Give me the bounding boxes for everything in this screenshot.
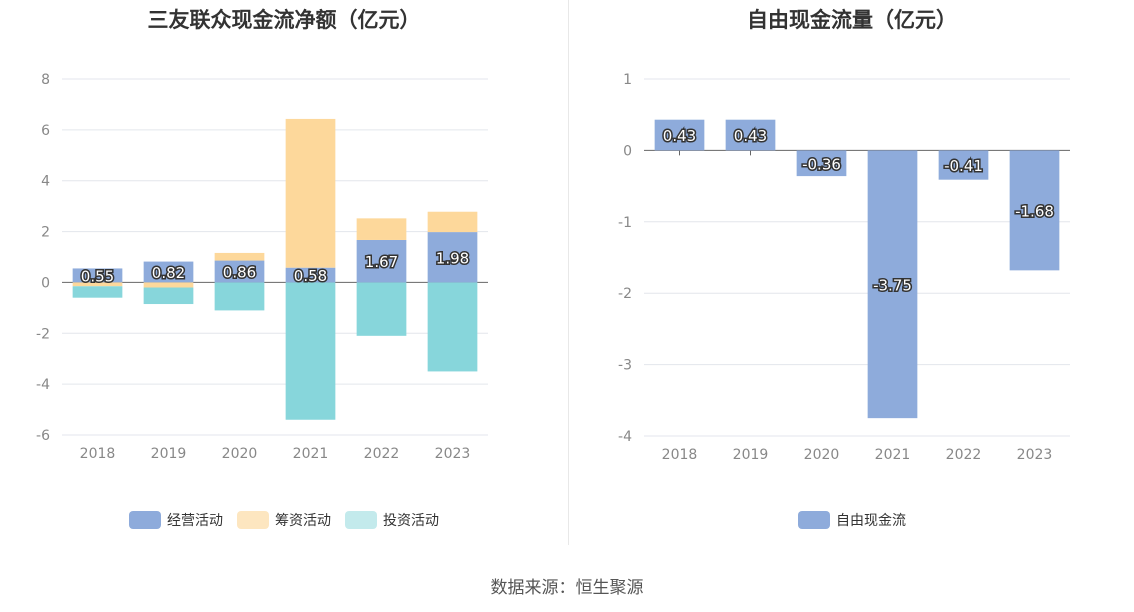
- x-tick-label: 2019: [733, 447, 769, 463]
- bar-投资活动: [143, 287, 194, 305]
- chart-title: 三友联众现金流净额（亿元）: [147, 8, 421, 32]
- bar-投资活动: [427, 282, 478, 372]
- data-label: 1.98: [436, 249, 469, 267]
- cash-flow-net-chart: 三友联众现金流净额（亿元） 8 6 4 2 0 -2 -4 -6 2018 0.55 2019 0.8…: [0, 0, 568, 560]
- bar-投资活动: [214, 282, 265, 311]
- cash-flow-net-plot: 8 6 4 2 0 -2 -4 -6 2018 0.55 2019 0.82 2020 0.86 2021 0…: [36, 72, 488, 462]
- legend-item-financing[interactable]: 筹资活动: [237, 510, 331, 530]
- x-tick-label: 2022: [946, 447, 982, 463]
- data-label: -1.68: [1015, 202, 1054, 220]
- bar-经营活动: [214, 260, 265, 283]
- bar-投资活动: [356, 282, 407, 336]
- bar-经营活动: [356, 239, 407, 283]
- data-label: 0.58: [294, 267, 327, 285]
- free-cash-flow-plot: 1 0 -1 -2 -3 -4 2018 0.43 2019 0.43 2020 -0.36 2021 -…: [618, 72, 1070, 463]
- y-tick-label: 8: [41, 72, 50, 88]
- legend-item-investing[interactable]: 投资活动: [345, 510, 439, 530]
- bar-经营活动: [285, 267, 336, 283]
- y-tick-label: 0: [623, 143, 632, 159]
- legend-label: 筹资活动: [275, 513, 331, 529]
- bar-投资活动: [72, 286, 123, 298]
- legend-item-free-cash-flow[interactable]: 自由现金流: [798, 510, 906, 530]
- chart-title: 自由现金流量（亿元）: [747, 8, 957, 32]
- chart-legend: 自由现金流: [570, 510, 1134, 530]
- legend-swatch: [345, 511, 377, 529]
- bar-经营活动: [427, 232, 478, 283]
- y-tick-label: 4: [41, 174, 50, 190]
- bar-投资活动: [285, 282, 336, 420]
- y-tick-label: -4: [618, 429, 632, 445]
- y-tick-label: -2: [618, 286, 632, 302]
- bar-自由现金流: [1009, 150, 1060, 271]
- data-label: 0.82: [152, 264, 185, 282]
- legend-label: 经营活动: [167, 513, 223, 529]
- data-source: 数据来源：恒生聚源: [490, 578, 644, 598]
- x-tick-label: 2022: [364, 446, 400, 462]
- data-label: 0.86: [223, 263, 256, 281]
- data-label: 0.43: [734, 127, 767, 145]
- free-cash-flow-chart: 自由现金流量（亿元） 1 0 -1 -2 -3 -4 2018 0.43 2019 0.43 202…: [570, 0, 1134, 560]
- data-label: -0.36: [802, 155, 841, 173]
- legend-swatch: [798, 511, 830, 529]
- y-tick-label: 2: [41, 225, 50, 241]
- x-tick-label: 2019: [151, 446, 187, 462]
- bar-筹资活动: [356, 218, 407, 240]
- bar-筹资活动: [143, 282, 194, 288]
- y-tick-label: -1: [618, 215, 632, 231]
- x-tick-label: 2020: [222, 446, 258, 462]
- legend-item-operating[interactable]: 经营活动: [129, 510, 223, 530]
- y-tick-label: -3: [618, 358, 632, 374]
- y-tick-label: 0: [41, 275, 50, 291]
- x-tick-label: 2023: [435, 446, 471, 462]
- legend-swatch: [129, 511, 161, 529]
- bar-自由现金流: [938, 150, 989, 180]
- bar-自由现金流: [867, 150, 918, 419]
- y-tick-label: 1: [623, 72, 632, 88]
- x-tick-label: 2021: [875, 447, 911, 463]
- bar-自由现金流: [654, 119, 705, 151]
- bar-经营活动: [72, 268, 123, 283]
- bar-经营活动: [143, 261, 194, 283]
- bar-筹资活动: [72, 282, 123, 287]
- y-tick-label: -2: [36, 326, 50, 342]
- data-label: 0.55: [81, 267, 114, 285]
- bar-自由现金流: [725, 119, 776, 151]
- legend-label: 自由现金流: [836, 513, 906, 529]
- x-tick-label: 2020: [804, 447, 840, 463]
- data-label: -3.75: [873, 276, 912, 294]
- bar-自由现金流: [796, 150, 847, 177]
- x-tick-label: 2023: [1017, 447, 1053, 463]
- bar-筹资活动: [427, 211, 478, 233]
- x-tick-label: 2018: [80, 446, 116, 462]
- bar-筹资活动: [285, 118, 336, 268]
- x-tick-label: 2021: [293, 446, 329, 462]
- chart-legend: 经营活动 筹资活动 投资活动: [0, 510, 568, 530]
- data-label: 0.43: [663, 127, 696, 145]
- legend-label: 投资活动: [383, 513, 439, 529]
- bar-筹资活动: [214, 252, 265, 261]
- y-tick-label: -4: [36, 377, 50, 393]
- data-label: -0.41: [944, 157, 983, 175]
- panel-divider: [568, 0, 569, 545]
- y-tick-label: 6: [41, 123, 50, 139]
- data-label: 1.67: [365, 253, 398, 271]
- x-tick-label: 2018: [662, 447, 698, 463]
- y-tick-label: -6: [36, 428, 50, 444]
- legend-swatch: [237, 511, 269, 529]
